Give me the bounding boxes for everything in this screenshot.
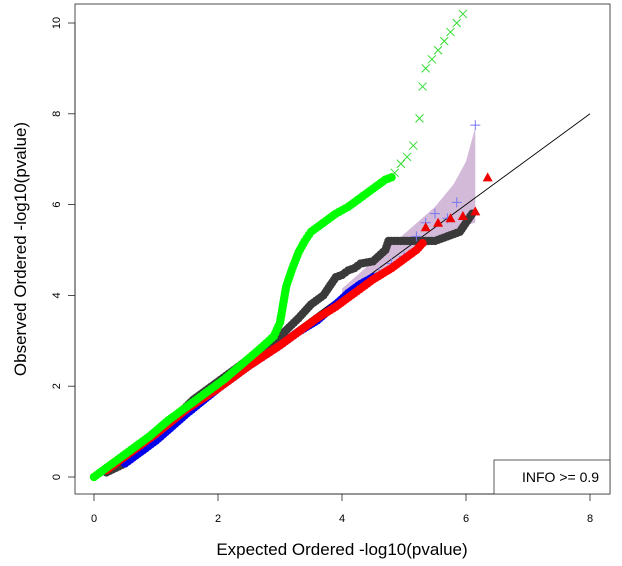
series-4 (420, 172, 493, 232)
data-point (430, 208, 440, 219)
data-point (415, 113, 424, 123)
data-point (418, 82, 427, 91)
data-point (408, 141, 418, 150)
y-tick-label: 2 (51, 383, 63, 389)
y-tick-label: 4 (51, 292, 63, 298)
series-5 (89, 173, 396, 482)
data-point (446, 27, 455, 37)
data-point (470, 120, 481, 131)
y-tick-label: 10 (51, 17, 63, 29)
x-tick-label: 0 (91, 513, 97, 525)
data-point (451, 197, 462, 208)
legend-label: INFO >= 0.9 (522, 469, 599, 485)
legend: INFO >= 0.9 (493, 459, 611, 495)
data-point (482, 172, 493, 182)
data-point (421, 64, 431, 73)
legend-box (493, 459, 611, 495)
confidence-band-layer (342, 127, 476, 300)
x-tick-label: 6 (463, 513, 469, 525)
data-point (433, 217, 444, 227)
data-point (433, 45, 443, 55)
series-6 (390, 9, 468, 178)
data-point (452, 18, 462, 28)
data-point (458, 9, 468, 19)
confidence-band (342, 127, 476, 300)
y-tick-label: 6 (51, 202, 63, 208)
data-point (470, 206, 481, 216)
data-point (411, 231, 422, 242)
data-point (390, 168, 400, 178)
y-axis-title: Observed Ordered -log10(pvalue) (11, 122, 30, 376)
y-tick-label: 0 (51, 474, 63, 480)
data-point (457, 210, 468, 220)
data-point (418, 238, 427, 248)
data-point (445, 213, 456, 223)
x-tick-label: 2 (215, 513, 221, 525)
data-point (420, 222, 431, 232)
data-point (439, 36, 449, 46)
x-tick-label: 4 (339, 513, 345, 525)
data-point (402, 152, 412, 162)
points-layer (89, 9, 493, 482)
x-axis-title: Expected Ordered -log10(pvalue) (216, 540, 467, 559)
x-tick-label: 8 (587, 513, 593, 525)
y-tick-label: 8 (51, 111, 63, 117)
data-point (427, 54, 437, 64)
data-point (387, 173, 396, 182)
